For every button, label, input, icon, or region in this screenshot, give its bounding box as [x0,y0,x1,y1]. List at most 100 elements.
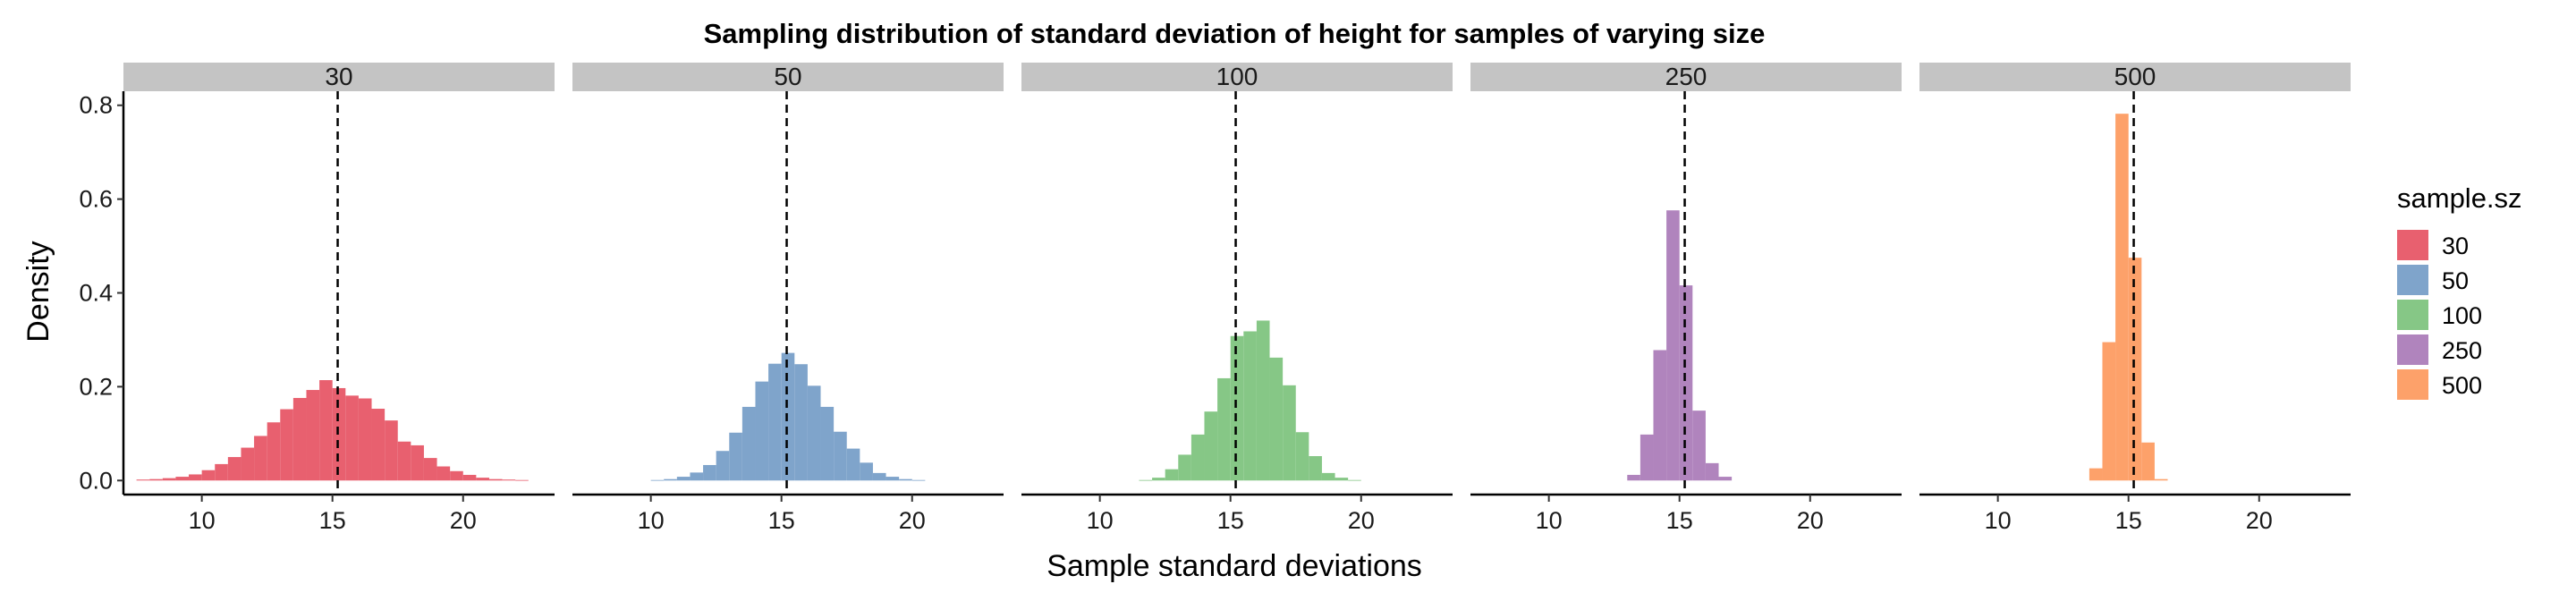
histogram-bar [1295,432,1309,481]
histogram-bar [1283,385,1296,481]
x-tick-label: 20 [450,507,477,534]
legend-title: sample.sz [2397,182,2522,214]
histogram-bar [1640,434,1654,481]
histogram-bar [834,431,847,481]
histogram-bar [846,448,860,481]
x-tick-label: 10 [189,507,216,534]
facet-strip [123,63,555,91]
x-tick-label: 15 [1666,507,1693,534]
histogram-bar [1165,469,1179,481]
histogram-bar [149,478,163,481]
histogram-bar [781,352,795,481]
histogram-bar [215,463,228,481]
legend-swatch-500 [2397,369,2428,400]
legend-label-50: 50 [2442,267,2469,294]
y-tick-label: 0.8 [79,92,113,119]
facet-strip [1021,63,1453,91]
histogram-bar [332,387,346,481]
histogram-bar [2128,258,2142,481]
x-axis-title: Sample standard deviations [1046,549,1422,583]
histogram-bar [502,479,516,481]
histogram-bar [488,478,503,481]
histogram-bar [1152,478,1165,481]
x-tick-label: 15 [2115,507,2142,534]
histogram-bar [1243,331,1257,481]
histogram-bar [872,472,886,481]
x-tick-label: 20 [899,507,926,534]
histogram-bar [1204,411,1218,481]
histogram-bar [2154,478,2168,481]
histogram-bar [345,395,359,481]
legend-swatch-50 [2397,265,2428,295]
facet-strip-label: 30 [325,63,352,90]
facet-panel-100: 100 10 15 20 [1021,63,1453,534]
facet-strip [1919,63,2351,91]
histogram-bar [1178,454,1191,481]
histogram-bar [703,464,716,481]
y-tick-label: 0.2 [79,373,113,400]
histogram-bar [860,462,873,481]
x-tick-label: 15 [768,507,795,534]
y-tick-label: 0.6 [79,186,113,213]
facet-panel-250: 250 10 15 20 [1470,63,1902,534]
histogram-bar [1627,474,1640,481]
histogram-bar [1256,320,1270,481]
legend-label-500: 500 [2442,372,2482,399]
legend-label-250: 250 [2442,337,2482,364]
x-tick-label: 10 [1536,507,1563,534]
histogram-bar [911,479,926,481]
histogram-bar [2115,114,2129,481]
histogram-bar [267,422,281,481]
x-tick-label: 10 [638,507,665,534]
legend-label-100: 100 [2442,302,2482,329]
histogram-bar [741,406,756,481]
histogram-bar [450,470,463,481]
facet-strip-label: 50 [774,63,801,90]
legend-label-30: 30 [2442,233,2469,259]
histogram-bar [755,381,769,481]
histogram-bar [676,477,691,481]
histogram-bar [189,474,202,481]
x-tick-label: 15 [319,507,346,534]
histogram-bar [227,457,242,481]
histogram-bar [371,409,386,481]
x-tick-label: 20 [1797,507,1824,534]
histogram-bar [1653,350,1667,481]
histogram-bar [306,390,320,481]
facet-strip-label: 500 [2114,63,2157,90]
histogram-bar [716,451,730,481]
histogram-bar [2089,468,2103,481]
y-axis-title: Density [21,241,55,342]
histogram-bar [397,441,411,481]
histogram-bar [476,478,489,481]
facet-panel-500: 500 10 15 20 [1919,63,2351,534]
legend-swatch-100 [2397,300,2428,330]
legend-swatch-30 [2397,230,2428,260]
histogram-bar [807,385,821,481]
y-tick-label: 0.4 [79,280,113,307]
legend: sample.sz 30 50 100 250 500 [2397,182,2522,400]
histogram-bar [280,409,293,481]
histogram-bar [1679,285,1693,481]
histogram-bar [319,380,333,481]
histogram-bar [136,479,150,481]
histogram-bar [1705,462,1719,481]
y-axis: 0.0 0.2 0.4 0.6 0.8 [79,91,125,495]
facet-strip-label: 250 [1665,63,1707,90]
facet-strip [1470,63,1902,91]
histogram-bar [1692,411,1706,481]
histogram-bar [162,478,176,481]
histogram-bar [1309,455,1322,481]
histogram-bar [794,364,808,481]
histogram-bar [1666,210,1680,481]
facet-panel-50: 50 10 15 20 [572,63,1004,534]
histogram-bar [1217,377,1231,481]
facet-panel-30: 30 10 15 20 [123,63,555,534]
histogram-bar [1230,335,1244,481]
facet-strip-label: 100 [1216,63,1258,90]
histogram-bar [423,458,437,481]
histogram-bar [1269,357,1284,481]
histogram-bar [1321,472,1335,481]
y-tick-label: 0.0 [79,467,113,494]
